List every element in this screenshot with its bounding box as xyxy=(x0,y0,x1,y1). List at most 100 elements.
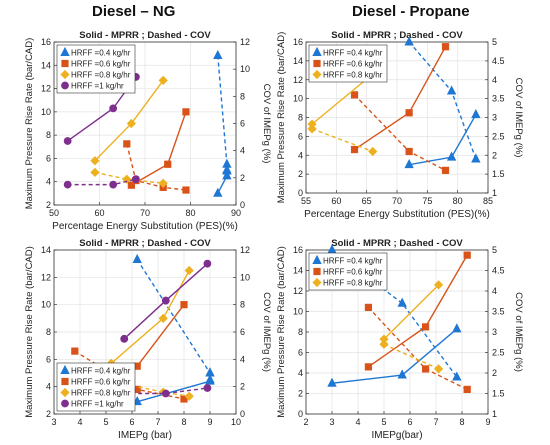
y2-tick-label: 1.5 xyxy=(492,389,505,399)
y2-tick-label: 3 xyxy=(492,327,497,337)
cov-dashed-line xyxy=(126,143,187,191)
x-tick-label: 8 xyxy=(459,417,464,427)
y-tick-label: 4 xyxy=(46,177,51,187)
x-tick-label: 7 xyxy=(155,417,160,427)
y-tick-label: 12 xyxy=(293,286,303,296)
legend-marker xyxy=(312,277,322,288)
legend-marker xyxy=(60,46,70,56)
mprr-point xyxy=(404,159,414,169)
y2-axis-label: COV of IMEPg (%) xyxy=(513,292,524,372)
y2-tick-label: 5 xyxy=(492,37,497,47)
y2-tick-label: 8 xyxy=(240,300,245,310)
legend-label: HRFF =0.8 kg/hr xyxy=(323,279,383,288)
y-tick-label: 16 xyxy=(293,37,303,47)
cov-point xyxy=(109,180,118,189)
legend-marker xyxy=(313,267,321,276)
y-tick-label: 6 xyxy=(298,348,303,358)
y2-tick-label: 2 xyxy=(492,150,497,160)
cov-dashed-line xyxy=(311,128,373,153)
cov-point xyxy=(452,371,462,381)
y2-tick-label: 4 xyxy=(240,354,245,364)
cov-point xyxy=(350,91,359,99)
y2-tick-label: 3.5 xyxy=(492,94,505,104)
y-tick-label: 4 xyxy=(46,382,51,392)
mprr-point xyxy=(327,377,337,387)
y-tick-label: 8 xyxy=(46,130,51,140)
y-tick-label: 6 xyxy=(46,153,51,163)
y-tick-label: 8 xyxy=(298,113,303,123)
cov-point xyxy=(471,153,481,163)
mprr-point xyxy=(421,323,430,331)
cov-point xyxy=(421,365,430,373)
chart-panel-3: 3 4 5 6 7 8 9 10 2 4 6 8 10 12 14 0 2 4 6 8 10 12 Solid - MPRR… xyxy=(24,238,272,441)
mprr-point xyxy=(463,251,471,259)
series-3 xyxy=(90,75,168,188)
legend-marker xyxy=(61,399,69,408)
column-title-diesel-propane: Diesel - Propane xyxy=(352,3,470,20)
mprr-point xyxy=(213,187,223,197)
column-title-diesel-ng: Diesel – NG xyxy=(92,3,176,20)
y2-tick-label: 0 xyxy=(240,200,245,210)
y-tick-label: 2 xyxy=(46,200,51,210)
cov-point xyxy=(368,146,378,157)
cov-point xyxy=(463,385,471,394)
y-tick-label: 10 xyxy=(41,107,51,117)
x-tick-label: 60 xyxy=(94,208,104,218)
y2-tick-label: 2 xyxy=(240,382,245,392)
y-tick-label: 4 xyxy=(298,368,303,378)
y2-tick-label: 3.5 xyxy=(492,307,505,317)
axes-frame xyxy=(53,41,237,206)
mprr-point xyxy=(90,156,100,166)
mprr-point xyxy=(184,265,194,276)
y2-tick-label: 10 xyxy=(240,272,250,282)
legend-marker xyxy=(61,81,69,90)
y2-tick-label: 2.5 xyxy=(492,131,505,141)
cov-point xyxy=(446,85,457,95)
cov-point xyxy=(158,178,168,188)
x-tick-label: 50 xyxy=(49,208,59,218)
cov-point xyxy=(161,389,170,398)
y2-tick-label: 2 xyxy=(240,173,245,183)
cov-point xyxy=(90,167,100,178)
cov-point xyxy=(131,175,140,184)
y2-tick-label: 4.5 xyxy=(492,266,505,276)
x-tick-label: 9 xyxy=(485,417,490,427)
chart-panel-2: 55 60 65 70 75 80 85 0 2 4 6 8 10 12 14 16 1 1.5 2 2.5 3 3.5 4… xyxy=(276,30,524,220)
series-2 xyxy=(364,251,471,394)
legend-marker xyxy=(312,46,322,56)
cov-point xyxy=(404,36,414,46)
y2-tick-label: 6 xyxy=(240,119,245,129)
x-axis-label: IMEPg(bar) xyxy=(371,430,422,441)
legend-marker xyxy=(60,69,70,80)
x-tick-label: 75 xyxy=(422,196,432,206)
x-tick-label: 5 xyxy=(103,417,108,427)
y-tick-label: 2 xyxy=(298,169,303,179)
legend-label: HRFF =0.4 kg/hr xyxy=(71,367,131,376)
mprr-point xyxy=(452,323,462,333)
mprr-point xyxy=(433,280,444,290)
y-tick-label: 14 xyxy=(41,60,51,70)
mprr-point xyxy=(203,259,212,268)
y2-tick-label: 1 xyxy=(492,409,497,419)
x-tick-label: 4 xyxy=(355,417,360,427)
x-tick-label: 3 xyxy=(51,417,56,427)
series-4 xyxy=(63,73,140,189)
legend-label: HRFF =0.6 kg/hr xyxy=(323,268,383,277)
legend-marker xyxy=(60,387,70,398)
cov-point xyxy=(364,303,373,312)
y-tick-label: 16 xyxy=(293,245,303,255)
mprr-point xyxy=(180,301,188,309)
y-axis-label: Maximum Pressure Rise Rate (bar/CAD) xyxy=(24,246,35,418)
legend-marker xyxy=(313,59,321,68)
y-tick-label: 14 xyxy=(293,266,303,276)
x-tick-label: 55 xyxy=(301,196,311,206)
mprr-solid-line xyxy=(311,73,374,125)
x-tick-label: 90 xyxy=(231,208,241,218)
y2-tick-label: 5 xyxy=(492,245,497,255)
mprr-point xyxy=(405,109,413,117)
cov-point xyxy=(71,347,79,355)
legend-label: HRFF =0.8 kg/hr xyxy=(71,389,131,398)
y-tick-label: 0 xyxy=(298,188,303,198)
cov-point xyxy=(307,124,317,134)
mprr-point xyxy=(205,367,215,377)
